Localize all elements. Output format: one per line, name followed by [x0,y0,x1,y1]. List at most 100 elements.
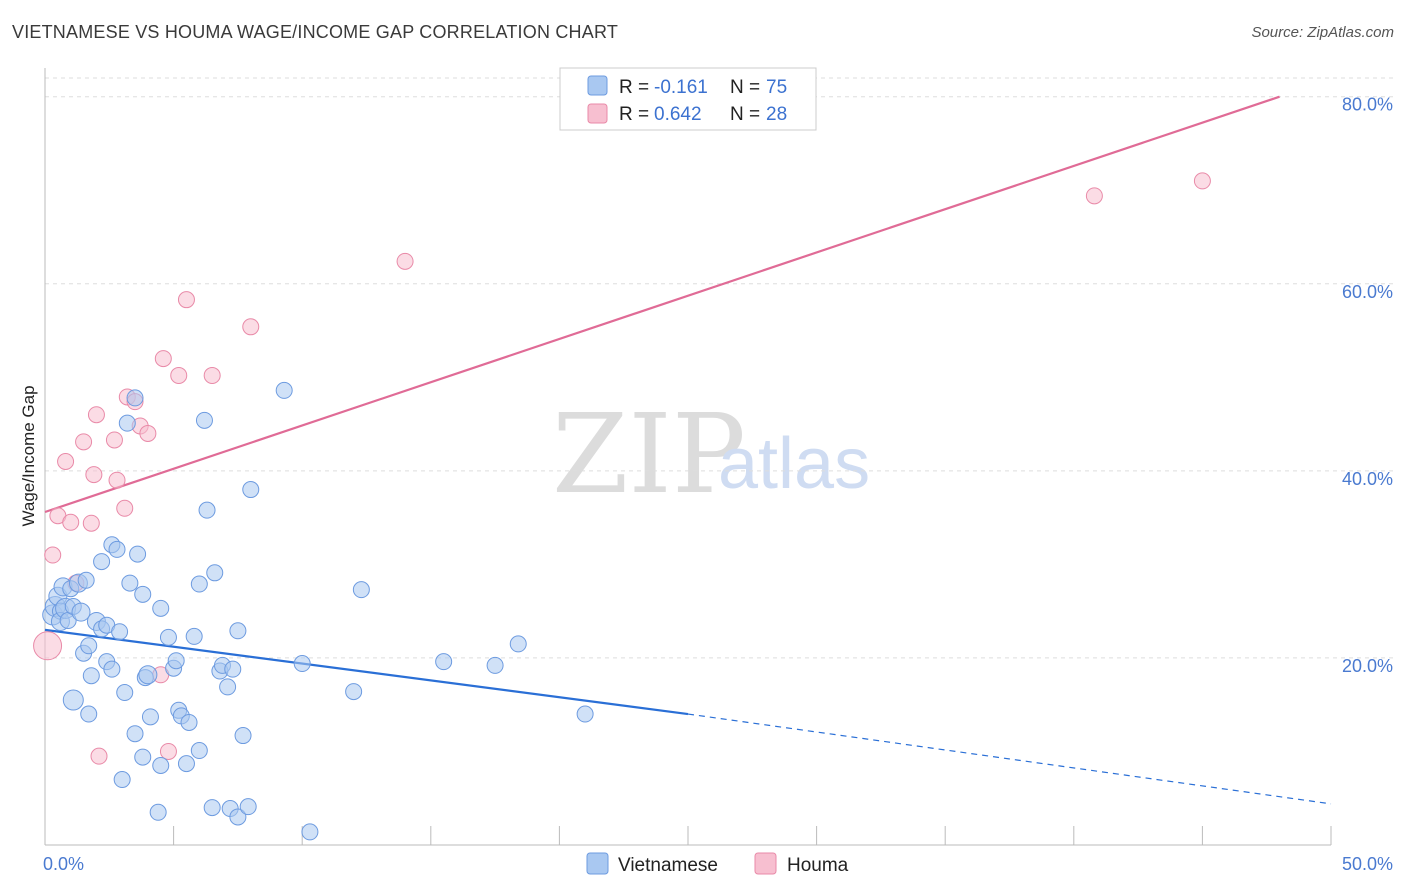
houma-point-13 [116,499,134,517]
vietnamese-point-38 [152,599,170,617]
houma-trend-line [44,95,1280,514]
vietnamese-trend-line-extension [687,713,1332,805]
y-tick-label-60: 60.0% [1342,282,1393,302]
source-label: Source: ZipAtlas.com [1251,24,1394,41]
houma-point-22 [177,291,195,309]
vietnamese-point-15 [82,667,100,685]
bottom-legend-label-vietnamese: Vietnamese [618,855,718,876]
houma-point-10 [90,747,108,765]
houma-point-19 [159,742,177,760]
vietnamese-point-58 [149,803,167,821]
vietnamese-point-60 [190,742,208,760]
houma-point-17 [139,424,157,442]
vietnamese-point-52 [219,678,237,696]
bottom-legend-label-houma: Houma [787,855,849,876]
vietnamese-point-14 [80,637,98,655]
legend: R = -0.161 N = 75 R = 0.642 N = 28 [559,67,817,131]
houma-point-3 [57,453,75,470]
houma-point-23 [203,366,221,384]
y-tick-label-40: 40.0% [1342,469,1393,489]
vietnamese-point-16 [62,689,84,711]
vietnamese-point-36 [134,748,152,766]
legend-r-label-2: R = [619,104,649,125]
vietnamese-point-71 [435,653,453,671]
houma-point-4 [62,513,80,531]
vietnamese-point-64 [239,798,257,816]
legend-r-value-1: -0.161 [654,77,708,98]
houma-point-24 [242,318,260,336]
vietnamese-point-74 [576,705,594,723]
vietnamese-point-28 [118,414,136,432]
houma-point-12 [108,471,126,489]
bottom-legend-swatch-vietnamese [586,852,609,875]
bottom-legend-swatch-houma [754,852,777,875]
vietnamese-point-11 [71,602,91,622]
vietnamese-point-72 [486,656,504,674]
vietnamese-point-66 [275,381,293,399]
vietnamese-point-63 [229,808,247,826]
vietnamese-point-68 [301,823,319,841]
vietnamese-point-23 [103,660,121,678]
legend-n-label-1: N = [730,77,760,98]
vietnamese-point-17 [80,705,98,723]
legend-swatch-vietnamese [587,75,608,96]
houma-point-11 [105,431,123,449]
vietnamese-point-67 [293,655,311,673]
x-tick-label-start: 0.0% [43,854,84,874]
legend-n-value-2: 28 [766,104,787,125]
y-tick-label-20: 20.0% [1342,656,1393,676]
vietnamese-point-32 [134,585,152,603]
axes [44,68,1332,846]
vietnamese-point-57 [152,756,170,774]
vietnamese-point-70 [352,581,370,599]
vietnamese-point-27 [116,684,134,702]
bottom-legend: Vietnamese Houma [586,852,849,876]
houma-point-27 [1193,172,1211,190]
vietnamese-point-53 [224,660,242,678]
houma-point-1 [44,546,62,564]
vietnamese-point-46 [190,575,208,593]
houma-point-7 [82,514,100,532]
vietnamese-point-41 [167,652,185,670]
vietnamese-point-21 [93,553,111,571]
x-tick-label-end: 50.0% [1342,854,1393,874]
vietnamese-point-47 [195,411,213,429]
vietnamese-point-30 [126,389,144,407]
houma-point-9 [87,406,105,424]
vietnamese-points [42,381,594,841]
grid-lines [45,77,1394,659]
vietnamese-point-37 [141,708,159,726]
vietnamese-point-26 [111,623,129,641]
vietnamese-point-34 [138,665,158,685]
vietnamese-point-31 [129,545,147,563]
y-axis-label: Wage/Income Gap [19,385,38,526]
vietnamese-point-35 [126,725,144,743]
houma-point-0 [33,631,63,661]
vietnamese-point-13 [77,571,95,589]
vietnamese-point-56 [113,771,131,789]
houma-point-25 [396,252,414,270]
vietnamese-point-25 [108,540,126,558]
vietnamese-point-73 [509,635,527,653]
houma-point-26 [1085,187,1103,205]
legend-r-label-1: R = [619,77,649,98]
vietnamese-point-49 [206,564,224,582]
vietnamese-point-65 [242,481,260,499]
houma-point-21 [170,366,188,384]
vietnamese-trend-line [44,628,689,716]
legend-n-value-1: 75 [766,77,787,98]
legend-n-label-2: N = [730,104,760,125]
houma-point-8 [85,466,103,484]
y-tick-label-80: 80.0% [1342,95,1393,115]
vietnamese-point-55 [234,727,252,745]
vietnamese-point-44 [180,713,198,731]
vietnamese-point-61 [203,799,221,817]
watermark-zip: ZIP [552,390,746,518]
vietnamese-point-54 [229,622,247,640]
vietnamese-point-59 [177,755,195,773]
vietnamese-point-29 [121,574,139,592]
vietnamese-point-69 [345,683,363,701]
houma-point-6 [75,433,93,451]
watermark-atlas: atlas [718,424,870,504]
chart-title: VIETNAMESE VS HOUMA WAGE/INCOME GAP CORR… [12,22,619,42]
